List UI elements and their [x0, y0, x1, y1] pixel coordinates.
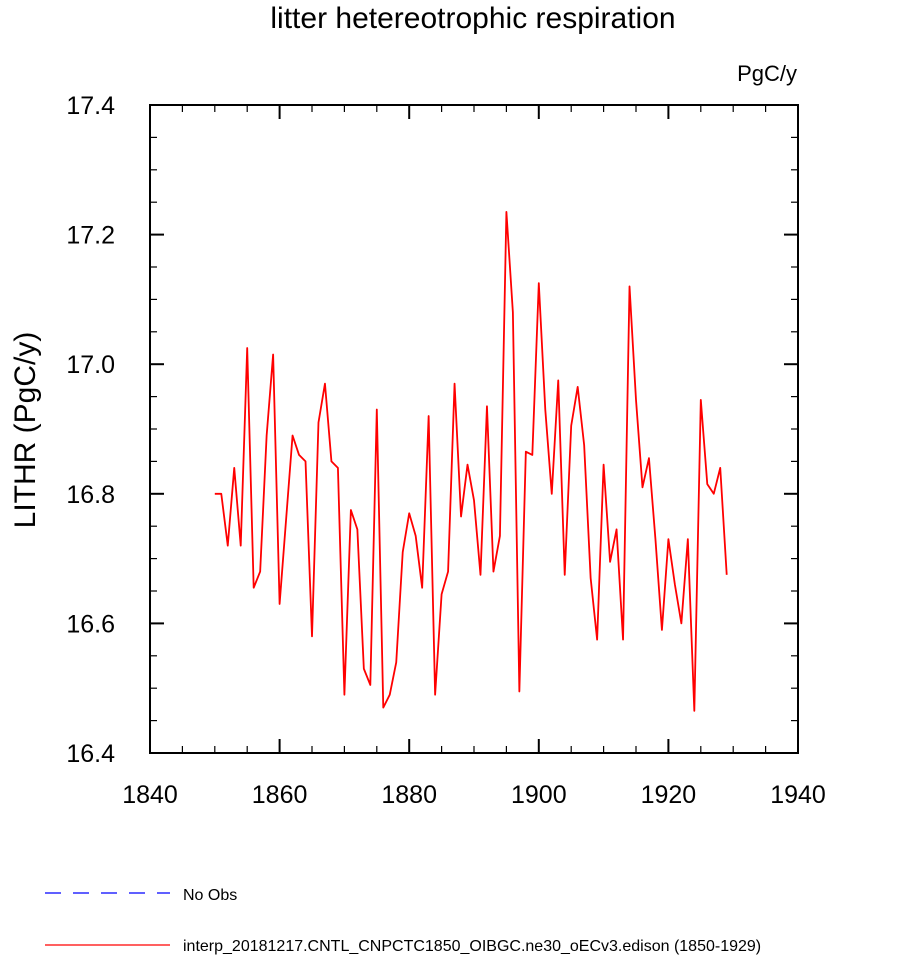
axis-tick-labels: 1840 1860 1880 1900 1920 1940 16.4 16.6 16.8 17.0…	[66, 92, 825, 809]
x-tick-label: 1840	[122, 781, 178, 809]
y-tick-label: 16.6	[66, 610, 115, 638]
plot-series	[214, 211, 728, 712]
units-label: PgC/y	[737, 61, 797, 86]
x-tick-label: 1940	[770, 781, 826, 809]
y-tick-label: 17.0	[66, 351, 115, 379]
legend-model-label: interp_20181217.CNTL_CNPCTC1850_OIBGC.ne…	[183, 938, 761, 955]
plot-frame	[149, 104, 799, 754]
chart-title: litter hetereotrophic respiration	[270, 2, 675, 35]
y-tick-label: 17.2	[66, 222, 115, 250]
x-tick-label: 1900	[511, 781, 567, 809]
legend: No Obs interp_20181217.CNTL_CNPCTC1850_O…	[45, 887, 761, 955]
x-tick-label: 1860	[252, 781, 308, 809]
y-axis-label: LITHR (PgC/y)	[9, 332, 42, 529]
y-tick-label: 16.8	[66, 481, 115, 509]
y-tick-label: 17.4	[66, 92, 115, 120]
x-tick-label: 1880	[381, 781, 437, 809]
x-tick-label: 1920	[641, 781, 697, 809]
y-tick-label: 16.4	[66, 740, 115, 768]
series-line-0	[214, 211, 728, 712]
legend-no-obs-label: No Obs	[183, 887, 237, 904]
